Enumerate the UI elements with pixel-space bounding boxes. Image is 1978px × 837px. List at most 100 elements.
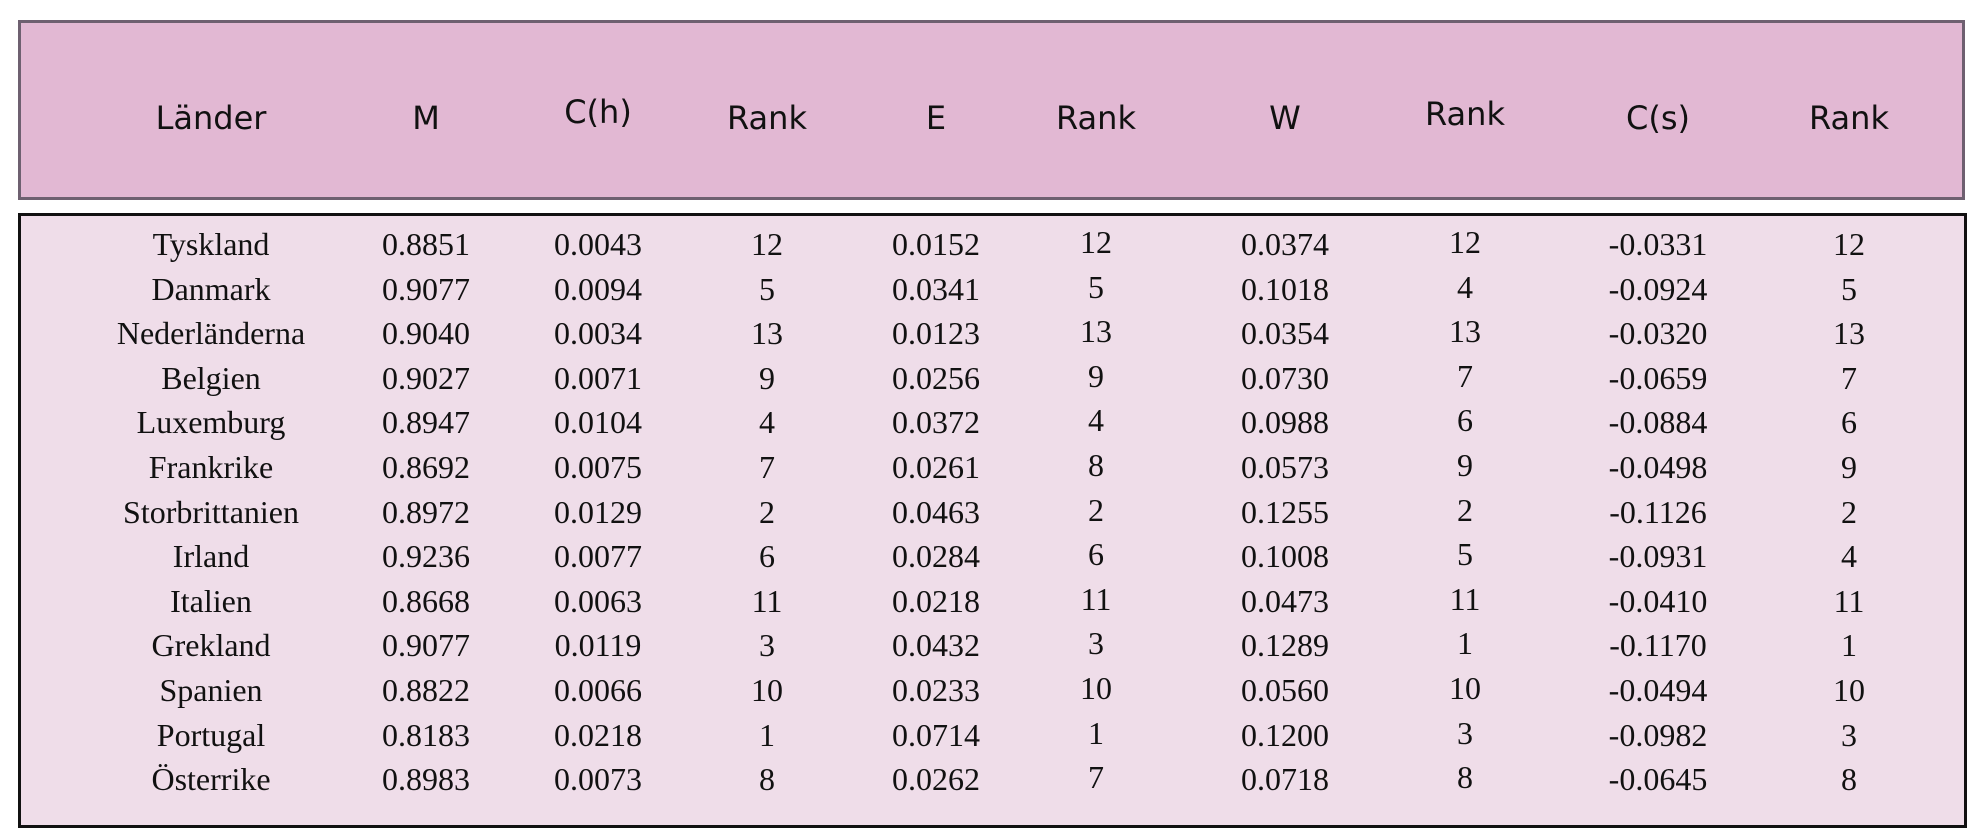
value-cell: 5 <box>1088 268 1104 305</box>
value-cell: 0.0218 <box>892 582 980 619</box>
value-cell: 7 <box>759 449 775 485</box>
value-cell: 0.8972 <box>382 493 470 530</box>
value-cell: -0.0331 <box>1608 226 1708 262</box>
country-cell: Frankrike <box>148 449 274 485</box>
value-cell: 0.1018 <box>1241 270 1329 307</box>
value-cell: 0.9077 <box>382 270 470 307</box>
value-cell: 0.0473 <box>1241 582 1329 619</box>
column-header-lander: Länder <box>155 99 267 137</box>
value-cell: 0.0714 <box>892 716 980 753</box>
value-cell: 1 <box>1841 627 1857 664</box>
value-cell: 0.0077 <box>554 538 642 575</box>
table-row: Luxemburg 0.8947 0.0104 4 0.0372 4 0.0988 6 -0.0… <box>21 400 1964 445</box>
value-cell: 2 <box>1457 491 1473 528</box>
value-cell: 0.0354 <box>1241 315 1329 352</box>
value-cell: 0.0218 <box>554 716 642 753</box>
table-body: Tyskland 0.8851 0.0043 12 0.0152 12 0.0374 12 -0… <box>18 213 1967 828</box>
value-cell: 1 <box>759 716 775 753</box>
column-header-ch: C(h) <box>564 93 632 131</box>
value-cell: 5 <box>759 270 775 307</box>
value-cell: 9 <box>1088 357 1104 394</box>
value-cell: 0.9077 <box>382 627 470 664</box>
value-cell: 0.1289 <box>1241 627 1329 664</box>
value-cell: 6 <box>759 538 775 575</box>
column-header-rank-ch: Rank <box>727 99 807 137</box>
value-cell: -0.0884 <box>1608 404 1708 441</box>
value-cell: 5 <box>1841 270 1857 307</box>
value-cell: 0.0066 <box>554 672 642 708</box>
value-cell: 6 <box>1841 404 1857 441</box>
value-cell: -0.1126 <box>1609 493 1707 530</box>
value-cell: 0.0284 <box>892 538 980 575</box>
value-cell: 0.8851 <box>382 226 470 262</box>
value-cell: 12 <box>751 226 783 262</box>
value-cell: 0.0075 <box>554 449 642 485</box>
value-cell: 0.0063 <box>554 582 642 619</box>
value-cell: 0.0262 <box>892 761 980 798</box>
value-cell: 0.0730 <box>1241 359 1329 396</box>
value-cell: -0.0645 <box>1608 761 1708 798</box>
value-cell: 0.8947 <box>382 404 470 441</box>
table-row: Spanien 0.8822 0.0066 10 0.0233 10 0.0560 10 -0.… <box>21 668 1964 713</box>
value-cell: 1 <box>1088 714 1104 751</box>
value-cell: -0.0924 <box>1608 270 1708 307</box>
value-cell: 13 <box>1449 313 1481 350</box>
value-cell: 10 <box>1080 670 1112 706</box>
value-cell: 7 <box>1088 759 1104 796</box>
value-cell: -0.0494 <box>1608 672 1708 708</box>
value-cell: 0.1200 <box>1241 716 1329 753</box>
value-cell: 0.0071 <box>554 359 642 396</box>
country-cell: Irland <box>172 538 250 575</box>
country-cell: Portugal <box>156 716 266 753</box>
value-cell: 0.0073 <box>554 761 642 798</box>
value-cell: 6 <box>1088 536 1104 573</box>
table-row: Italien 0.8668 0.0063 11 0.0218 11 0.0473 11 -0.… <box>21 579 1964 624</box>
value-cell: 0.0233 <box>892 672 980 708</box>
value-cell: 10 <box>1833 672 1865 708</box>
value-cell: 8 <box>1457 759 1473 796</box>
value-cell: 1 <box>1457 625 1473 662</box>
value-cell: 12 <box>1449 224 1481 260</box>
value-cell: 0.0256 <box>892 359 980 396</box>
column-header-rank-cs: Rank <box>1809 99 1889 137</box>
value-cell: 3 <box>759 627 775 664</box>
column-header-w: W <box>1269 99 1301 137</box>
value-cell: 0.9027 <box>382 359 470 396</box>
value-cell: 0.0341 <box>892 270 980 307</box>
value-cell: 11 <box>1833 582 1865 619</box>
value-cell: 2 <box>759 493 775 530</box>
value-cell: 0.0094 <box>554 270 642 307</box>
value-cell: 8 <box>759 761 775 798</box>
value-cell: 2 <box>1841 493 1857 530</box>
table-row: Belgien 0.9027 0.0071 9 0.0256 9 0.0730 7 -0.065… <box>21 356 1964 401</box>
value-cell: 0.8983 <box>382 761 470 798</box>
value-cell: 0.9236 <box>382 538 470 575</box>
value-cell: 0.8668 <box>382 582 470 619</box>
table-row: Österrike 0.8983 0.0073 8 0.0262 7 0.0718 8 -0.0… <box>21 757 1964 802</box>
country-cell: Österrike <box>151 761 271 798</box>
table-row: Danmark 0.9077 0.0094 5 0.0341 5 0.1018 4 -0.092… <box>21 267 1964 312</box>
country-cell: Spanien <box>159 672 263 708</box>
country-cell: Belgien <box>161 359 261 396</box>
country-cell: Luxemburg <box>136 404 286 441</box>
column-header-cs: C(s) <box>1626 99 1690 137</box>
value-cell: 0.8183 <box>382 716 470 753</box>
value-cell: 0.0463 <box>892 493 980 530</box>
value-cell: 7 <box>1841 359 1857 396</box>
value-cell: -0.1170 <box>1609 627 1707 664</box>
value-cell: 3 <box>1841 716 1857 753</box>
country-cell: Nederländerna <box>116 315 306 352</box>
column-header-rank-e: Rank <box>1056 99 1136 137</box>
table-row: Irland 0.9236 0.0077 6 0.0284 6 0.1008 5 -0.0931… <box>21 534 1964 579</box>
table-row: Frankrike 0.8692 0.0075 7 0.0261 8 0.0573 9 -0.0… <box>21 445 1964 490</box>
column-header-e: E <box>925 99 947 137</box>
value-cell: 0.0034 <box>554 315 642 352</box>
value-cell: 10 <box>1449 670 1481 706</box>
value-cell: 0.0119 <box>554 627 642 664</box>
country-cell: Grekland <box>151 627 271 664</box>
value-cell: 12 <box>1080 224 1112 260</box>
table-row: Storbrittanien 0.8972 0.0129 2 0.0463 2 0.1255… <box>21 490 1964 535</box>
column-header-m: M <box>412 99 440 137</box>
value-cell: -0.0498 <box>1608 449 1708 485</box>
column-header-rank-w: Rank <box>1425 95 1505 133</box>
